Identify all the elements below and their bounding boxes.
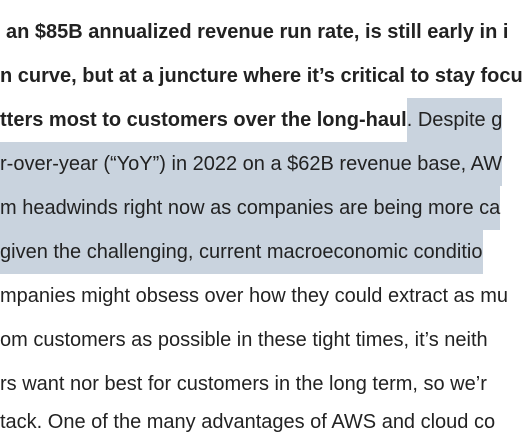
text-line-9: rs want nor best for customers in the lo… xyxy=(0,362,487,406)
body-text: om customers as possible in these tight … xyxy=(0,329,488,351)
bold-text: n curve, but at a juncture where it’s cr… xyxy=(0,65,523,87)
highlighted-text: given the challenging, current macroecon… xyxy=(0,230,483,274)
text-line-2: n curve, but at a juncture where it’s cr… xyxy=(0,54,523,98)
bold-text: tters most to customers over the long-ha… xyxy=(0,109,407,131)
text-line-6: given the challenging, current macroecon… xyxy=(0,230,483,274)
highlighted-text: . Despite g xyxy=(406,98,503,142)
text-line-1: an $85B annualized revenue run rate, is … xyxy=(0,10,508,54)
text-line-4: r-over-year (“YoY”) in 2022 on a $62B re… xyxy=(0,142,503,186)
body-text: tack. One of the many advantages of AWS … xyxy=(0,411,496,433)
body-text: mpanies might obsess over how they could… xyxy=(0,285,509,307)
text-line-10: tack. One of the many advantages of AWS … xyxy=(0,400,495,442)
text-line-3: tters most to customers over the long-ha… xyxy=(0,98,503,142)
text-line-7: mpanies might obsess over how they could… xyxy=(0,274,508,318)
body-text: rs want nor best for customers in the lo… xyxy=(0,373,487,395)
text-line-5: m headwinds right now as companies are b… xyxy=(0,186,501,230)
highlighted-text: r-over-year (“YoY”) in 2022 on a $62B re… xyxy=(0,142,503,186)
text-line-8: om customers as possible in these tight … xyxy=(0,318,488,362)
bold-text: an $85B annualized revenue run rate, is … xyxy=(6,21,509,43)
highlighted-text: m headwinds right now as companies are b… xyxy=(0,186,501,230)
